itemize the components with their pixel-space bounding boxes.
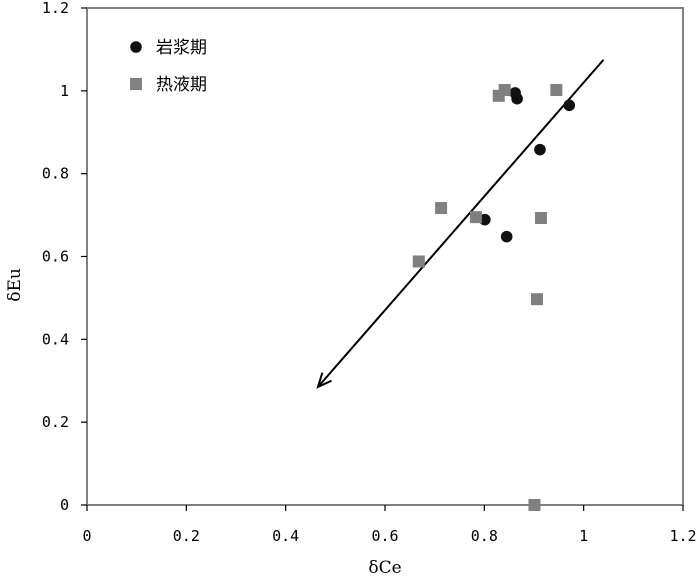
data-points [412, 84, 576, 511]
y-tick-label: 0.6 [42, 248, 69, 266]
magmatic-point [479, 213, 491, 226]
x-tick-label: 0.4 [272, 527, 299, 545]
legend-label: 热液期 [156, 75, 207, 95]
legend-marker-square [130, 78, 142, 90]
hydrothermal-point [550, 84, 563, 97]
axis-titles: δCe δEu [5, 268, 402, 576]
magmatic-point [500, 230, 513, 243]
hydrothermal-point [530, 293, 543, 306]
trend-arrow [316, 59, 605, 389]
y-tick-label: 1 [60, 82, 69, 100]
legend-label: 岩浆期 [156, 38, 207, 58]
magmatic-point [511, 92, 523, 105]
trend-arrow-head [316, 372, 332, 389]
y-axis-title: δEu [5, 268, 25, 302]
x-tick-label: 0.8 [471, 527, 498, 545]
hydrothermal-point [435, 202, 448, 215]
hydrothermal-point [412, 255, 425, 268]
y-tick-label: 0.2 [42, 413, 69, 431]
x-tick-label: 1 [579, 527, 588, 545]
y-tick-label: 0 [60, 496, 69, 514]
y-tick-label: 1.2 [42, 0, 69, 17]
axis-ticks: 0 0.2 0.4 0.6 0.8 1 1.2 0 0.2 0.4 0.6 0.8 1 1.2 [42, 0, 697, 545]
y-tick-label: 0.4 [42, 330, 69, 348]
magmatic-point [534, 143, 546, 156]
magmatic-point [563, 99, 576, 112]
hydrothermal-point [534, 211, 547, 224]
x-axis-title: δCe [368, 558, 401, 576]
trend-arrow-line [317, 59, 605, 388]
legend-marker-circle [130, 41, 142, 53]
x-tick-label: 0.6 [371, 527, 398, 545]
x-tick-label: 0.2 [173, 527, 200, 545]
hydrothermal-point [469, 211, 482, 224]
x-tick-label: 0 [82, 527, 91, 545]
hydrothermal-point [528, 499, 541, 511]
y-tick-label: 0.8 [42, 165, 69, 183]
hydrothermal-point [498, 84, 511, 97]
x-tick-label: 1.2 [669, 527, 696, 545]
